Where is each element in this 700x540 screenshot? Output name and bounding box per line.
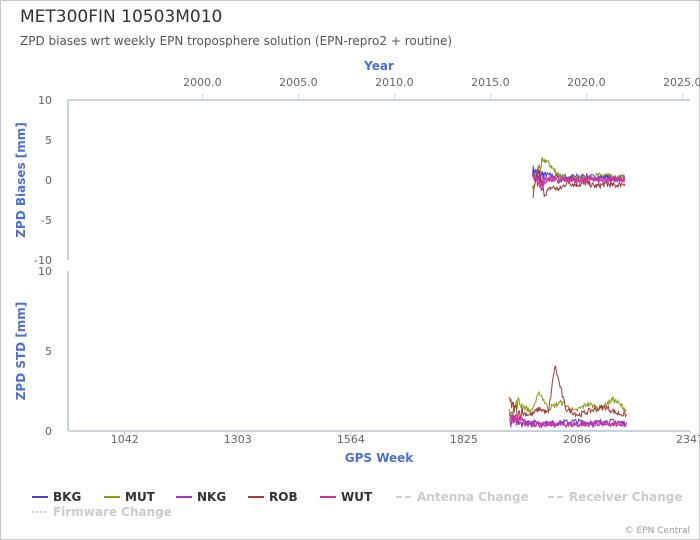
chart-title: MET300FIN 10503M010 bbox=[20, 7, 223, 27]
bias-panel-x-tick-label: 2010.0 bbox=[375, 76, 414, 89]
legend-item-nkg[interactable]: NKG bbox=[197, 490, 226, 504]
std-panel-series-mut bbox=[508, 390, 627, 421]
std-panel-y-tick-label: 5 bbox=[45, 345, 52, 358]
bias-panel-x-tick-label: 2020.0 bbox=[567, 76, 606, 89]
std-panel-y-tick-label: 0 bbox=[45, 425, 52, 438]
bias-panel-x-tick-label: 2005.0 bbox=[279, 76, 318, 89]
std-panel-series-nkg bbox=[508, 414, 627, 430]
std-panel-y-tick-label: 10 bbox=[38, 265, 52, 278]
std-panel-x-tick-label: 1825 bbox=[450, 433, 478, 446]
bias-panel-series-wut bbox=[532, 172, 626, 191]
legend-item-firmware-change[interactable]: Firmware Change bbox=[53, 505, 172, 519]
bias-panel-y-title: ZPD Biases [mm] bbox=[14, 122, 28, 238]
std-panel: 10 5 0 1042 1303 1564 1825 2086 2347 GPS Week ZPD … bbox=[14, 265, 700, 465]
std-panel-series-wut bbox=[509, 413, 627, 428]
chart-subtitle: ZPD biases wrt weekly EPN troposphere so… bbox=[20, 34, 453, 48]
legend-item-rob[interactable]: ROB bbox=[269, 490, 298, 504]
bias-panel: 10 5 0 -5 -10 2000.0 2005.0 2010.0 2015.0 2020.0 2… bbox=[14, 59, 700, 267]
std-panel-x-tick-label: 1564 bbox=[337, 433, 365, 446]
bias-panel-series-rob bbox=[532, 168, 626, 199]
std-panel-series-rob bbox=[508, 365, 627, 420]
legend-item-antenna-change[interactable]: Antenna Change bbox=[417, 490, 529, 504]
std-panel-x-tick-label: 2086 bbox=[563, 433, 591, 446]
bias-panel-y-tick-label: 0 bbox=[45, 174, 52, 187]
std-panel-y-title: ZPD STD [mm] bbox=[14, 302, 28, 401]
credits: © EPN Central bbox=[624, 526, 690, 536]
bias-panel-x-tick-label: 2015.0 bbox=[471, 76, 510, 89]
bias-panel-x-tick-label: 2025.0 bbox=[663, 76, 700, 89]
legend-item-mut[interactable]: MUT bbox=[125, 490, 156, 504]
legend: BKG MUT NKG ROB WUT Antenna Change Receiver Ch… bbox=[32, 490, 683, 519]
std-panel-x-tick-label: 1303 bbox=[224, 433, 252, 446]
std-panel-x-tick-label: 2347 bbox=[676, 433, 700, 446]
std-panel-x-title: GPS Week bbox=[345, 451, 415, 465]
bias-panel-y-tick-label: -5 bbox=[41, 214, 52, 227]
bias-panel-y-tick-label: -10 bbox=[34, 254, 52, 267]
bias-panel-x-title: Year bbox=[363, 59, 394, 73]
bias-panel-y-tick-label: 10 bbox=[38, 94, 52, 107]
bias-panel-x-tick-label: 2000.0 bbox=[183, 76, 222, 89]
legend-item-receiver-change[interactable]: Receiver Change bbox=[569, 490, 683, 504]
std-panel-x-tick-label: 1042 bbox=[111, 433, 139, 446]
bias-panel-y-tick-label: 5 bbox=[45, 134, 52, 147]
legend-item-wut[interactable]: WUT bbox=[341, 490, 373, 504]
legend-item-bkg[interactable]: BKG bbox=[53, 490, 81, 504]
